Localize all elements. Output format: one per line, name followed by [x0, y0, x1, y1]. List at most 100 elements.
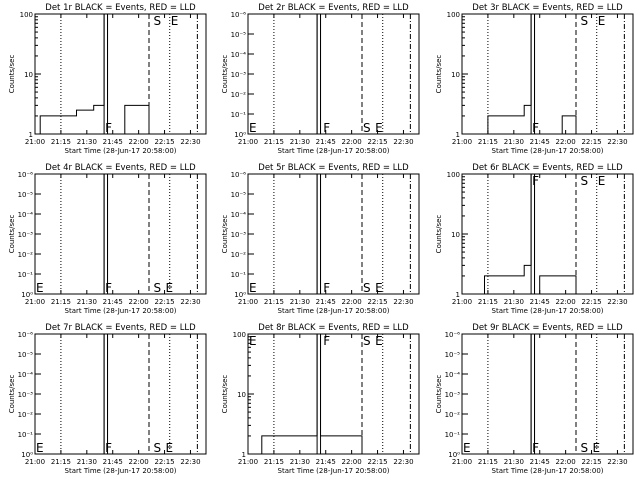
detector-panel: Det 1r BLACK = Events, RED = LLD 21:00 21:…: [8, 3, 207, 155]
series-line: [487, 13, 577, 135]
y-tick-label: 10⁻³: [231, 71, 247, 79]
y-tick-label: 10⁻⁴: [18, 211, 34, 219]
x-tick-label: 22:30: [180, 138, 200, 146]
detector-panel: Det 7r BLACK = Events, RED = LLD 21:00 21:…: [8, 323, 207, 475]
x-tick-label: 21:15: [264, 458, 284, 466]
y-axis-label: Counts/sec: [221, 215, 229, 254]
x-tick-label: 21:30: [504, 298, 524, 306]
y-tick-label: 10⁻⁶: [231, 11, 247, 19]
x-axis-label: Start Time (28-Jun-17 20:58:00): [65, 467, 177, 475]
x-tick-label: 22:15: [367, 138, 387, 146]
x-tick-label: 22:30: [607, 138, 627, 146]
event-marker: E: [249, 121, 257, 135]
event-marker: E: [249, 334, 257, 348]
x-tick-label: 21:30: [290, 458, 310, 466]
y-tick-label: 10: [451, 231, 460, 239]
x-tick-label: 22:15: [154, 138, 174, 146]
x-tick-label: 21:45: [103, 138, 123, 146]
y-tick-label: 10⁻³: [231, 231, 247, 239]
x-axis-label: Start Time (28-Jun-17 20:58:00): [278, 307, 390, 315]
x-tick-label: 21:15: [478, 298, 498, 306]
x-tick-label: 22:15: [581, 138, 601, 146]
x-tick-label: 22:00: [556, 138, 576, 146]
x-tick-label: 22:15: [367, 298, 387, 306]
x-tick-label: 21:00: [452, 458, 472, 466]
x-tick-label: 21:45: [530, 138, 550, 146]
x-tick-label: 22:15: [367, 458, 387, 466]
x-tick-label: 22:30: [607, 458, 627, 466]
y-tick-label: 10⁰: [234, 291, 246, 299]
event-marker: E: [36, 441, 44, 455]
x-tick-label: 21:15: [264, 138, 284, 146]
panel-title: Det 3r BLACK = Events, RED = LLD: [472, 3, 623, 13]
panel-title: Det 1r BLACK = Events, RED = LLD: [45, 3, 196, 13]
y-tick-label: 10⁰: [234, 131, 246, 139]
series-line: [484, 173, 577, 295]
x-tick-label: 22:00: [342, 298, 362, 306]
x-tick-label: 22:30: [607, 298, 627, 306]
x-tick-label: 22:30: [180, 298, 200, 306]
event-marker: S: [153, 441, 161, 455]
y-tick-label: 10⁻²: [231, 91, 247, 99]
detector-panel: Det 2r BLACK = Events, RED = LLD 21:00 21:…: [221, 3, 420, 155]
x-tick-label: 21:30: [290, 298, 310, 306]
series-line: [261, 333, 363, 454]
panel-title: Det 2r BLACK = Events, RED = LLD: [258, 3, 409, 13]
event-marker: F: [323, 334, 330, 348]
x-tick-label: 21:30: [77, 458, 97, 466]
y-axis-label: Counts/sec: [221, 375, 229, 414]
event-marker: F: [105, 121, 112, 135]
y-tick-label: 10⁻¹: [231, 111, 247, 119]
x-tick-label: 22:00: [129, 458, 149, 466]
x-axis-label: Start Time (28-Jun-17 20:58:00): [492, 147, 604, 155]
y-tick-label: 10⁰: [21, 451, 33, 459]
event-marker: S: [580, 14, 588, 28]
x-tick-label: 21:30: [77, 298, 97, 306]
x-axis-label: Start Time (28-Jun-17 20:58:00): [278, 467, 390, 475]
event-marker: S: [363, 121, 371, 135]
x-tick-label: 21:45: [103, 458, 123, 466]
x-tick-label: 21:45: [316, 138, 336, 146]
event-marker: S: [580, 441, 588, 455]
panel-title: Det 6r BLACK = Events, RED = LLD: [472, 163, 623, 173]
y-tick-label: 10⁻⁴: [231, 211, 247, 219]
x-tick-label: 21:00: [25, 138, 45, 146]
panel-title: Det 8r BLACK = Events, RED = LLD: [258, 323, 409, 333]
event-marker: F: [105, 441, 112, 455]
event-marker: F: [532, 174, 539, 188]
event-marker: E: [593, 441, 601, 455]
y-axis-label: Counts/sec: [435, 215, 443, 254]
x-tick-label: 22:15: [154, 298, 174, 306]
x-tick-label: 22:00: [342, 138, 362, 146]
y-tick-label: 100: [20, 11, 33, 19]
x-axis-label: Start Time (28-Jun-17 20:58:00): [278, 147, 390, 155]
x-tick-label: 22:00: [342, 458, 362, 466]
y-tick-label: 10⁻²: [445, 411, 461, 419]
y-tick-label: 10⁻⁶: [445, 331, 461, 339]
event-marker: E: [598, 14, 606, 28]
event-marker: S: [153, 14, 161, 28]
x-axis-label: Start Time (28-Jun-17 20:58:00): [492, 307, 604, 315]
y-tick-label: 1: [456, 291, 460, 299]
x-axis-label: Start Time (28-Jun-17 20:58:00): [492, 467, 604, 475]
x-tick-label: 21:30: [504, 458, 524, 466]
x-tick-label: 21:15: [478, 138, 498, 146]
x-tick-label: 22:15: [581, 298, 601, 306]
x-tick-label: 21:00: [25, 458, 45, 466]
y-tick-label: 100: [233, 331, 246, 339]
x-tick-label: 21:30: [290, 138, 310, 146]
y-axis-label: Counts/sec: [8, 215, 16, 254]
event-marker: E: [249, 281, 257, 295]
y-tick-label: 10⁻²: [18, 251, 34, 259]
x-tick-label: 22:30: [180, 458, 200, 466]
y-tick-label: 10⁻⁵: [231, 31, 247, 39]
x-tick-label: 22:30: [393, 138, 413, 146]
x-tick-label: 22:00: [129, 298, 149, 306]
y-tick-label: 10⁻⁶: [18, 331, 34, 339]
y-tick-label: 10⁻¹: [231, 271, 247, 279]
y-tick-label: 100: [447, 11, 460, 19]
x-tick-label: 21:00: [238, 298, 258, 306]
series-line: [103, 333, 108, 454]
y-tick-label: 10⁻⁶: [231, 171, 247, 179]
